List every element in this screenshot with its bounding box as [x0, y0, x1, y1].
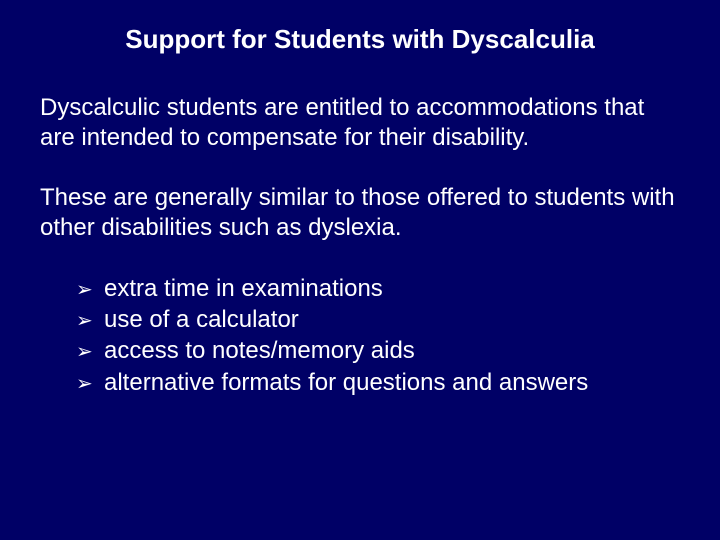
list-item: ➢ access to notes/memory aids — [76, 335, 680, 366]
bullet-list: ➢ extra time in examinations ➢ use of a … — [40, 273, 680, 398]
slide-title: Support for Students with Dyscalculia — [40, 24, 680, 55]
arrow-bullet-icon: ➢ — [76, 371, 104, 397]
arrow-bullet-icon: ➢ — [76, 339, 104, 365]
paragraph-2: These are generally similar to those off… — [40, 183, 680, 243]
arrow-bullet-icon: ➢ — [76, 277, 104, 303]
paragraph-1: Dyscalculic students are entitled to acc… — [40, 93, 680, 153]
list-item-label: alternative formats for questions and an… — [104, 367, 588, 398]
list-item-label: use of a calculator — [104, 304, 299, 335]
list-item: ➢ alternative formats for questions and … — [76, 367, 680, 398]
list-item-label: extra time in examinations — [104, 273, 383, 304]
list-item-label: access to notes/memory aids — [104, 335, 415, 366]
arrow-bullet-icon: ➢ — [76, 308, 104, 334]
slide: Support for Students with Dyscalculia Dy… — [0, 0, 720, 540]
list-item: ➢ extra time in examinations — [76, 273, 680, 304]
list-item: ➢ use of a calculator — [76, 304, 680, 335]
